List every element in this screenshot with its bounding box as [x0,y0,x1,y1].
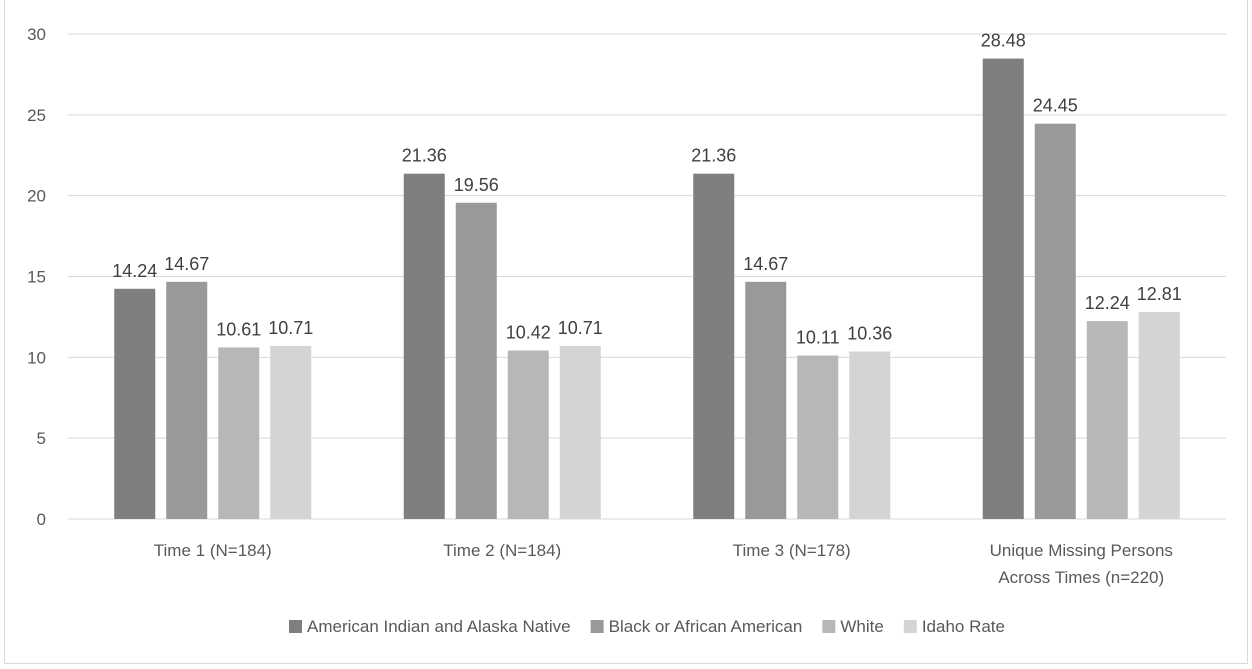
bar-1-2 [166,281,208,519]
x-axis-categories: Time 1 (N=184) Time 2 (N=184) Time 3 (N=17… [154,541,1173,587]
x-category-label-4-line1: Unique Missing Persons [990,541,1173,560]
bars [114,58,1180,519]
bar-4-2 [1034,123,1076,519]
gridlines [68,33,1226,520]
bar-4-4 [1138,311,1180,519]
bar-2-4 [559,345,601,519]
bar-3-2 [745,281,787,519]
legend-swatch-1 [288,620,302,633]
x-category-label-2: Time 2 (N=184) [443,541,561,560]
data-label-3-3: 10.11 [796,328,840,348]
chart-frame [4,0,1248,664]
data-label-3-4: 10.36 [847,324,892,344]
data-label-4-2: 24.45 [1033,96,1078,116]
data-label-2-4: 10.71 [558,318,603,338]
data-label-3-2: 14.67 [743,254,788,274]
y-tick-label-25: 25 [27,106,46,125]
x-category-label-1: Time 1 (N=184) [154,541,272,560]
x-category-label-3: Time 3 (N=178) [733,541,851,560]
legend-label-2: Black or African American [609,617,803,636]
data-label-2-1: 21.36 [402,146,447,166]
y-tick-label-10: 10 [27,348,46,367]
bar-2-3 [507,350,549,519]
data-label-1-1: 14.24 [112,261,157,281]
data-label-1-3: 10.61 [216,319,261,339]
data-label-1-4: 10.71 [268,318,313,338]
bar-4-3 [1086,321,1128,519]
legend-label-1: American Indian and Alaska Native [307,617,571,636]
legend-swatch-2 [590,620,604,633]
x-category-label-4-line2: Across Times (n=220) [998,568,1164,587]
bar-1-4 [270,345,312,519]
y-tick-label-5: 5 [37,429,46,448]
legend-label-3: White [840,617,883,636]
y-tick-label-15: 15 [27,268,46,287]
bar-2-1 [403,173,445,519]
y-tick-label-20: 20 [27,187,46,206]
data-label-2-3: 10.42 [506,323,551,343]
y-tick-label-0: 0 [37,510,46,529]
bar-3-3 [797,355,839,519]
data-label-2-2: 19.56 [454,175,499,195]
bar-3-1 [693,173,735,519]
legend: American Indian and Alaska Native Black o… [288,617,1005,636]
data-label-3-1: 21.36 [691,146,736,166]
data-label-1-2: 14.67 [164,254,209,274]
data-label-4-3: 12.24 [1085,293,1130,313]
y-tick-label-30: 30 [27,25,46,44]
bar-1-3 [218,347,260,519]
data-label-4-4: 12.81 [1137,284,1182,304]
bar-2-2 [455,202,497,519]
y-axis-ticks: 0 5 10 15 20 25 30 [27,25,46,529]
legend-swatch-3 [822,620,836,633]
data-label-4-1: 28.48 [981,31,1026,51]
bar-1-1 [114,288,156,519]
bar-3-4 [849,351,891,519]
bar-4-1 [982,58,1024,519]
data-labels: 14.24 14.67 10.61 10.71 21.36 19.56 10.42 10.71… [112,31,1182,348]
legend-swatch-4 [903,620,917,633]
legend-label-4: Idaho Rate [922,617,1005,636]
